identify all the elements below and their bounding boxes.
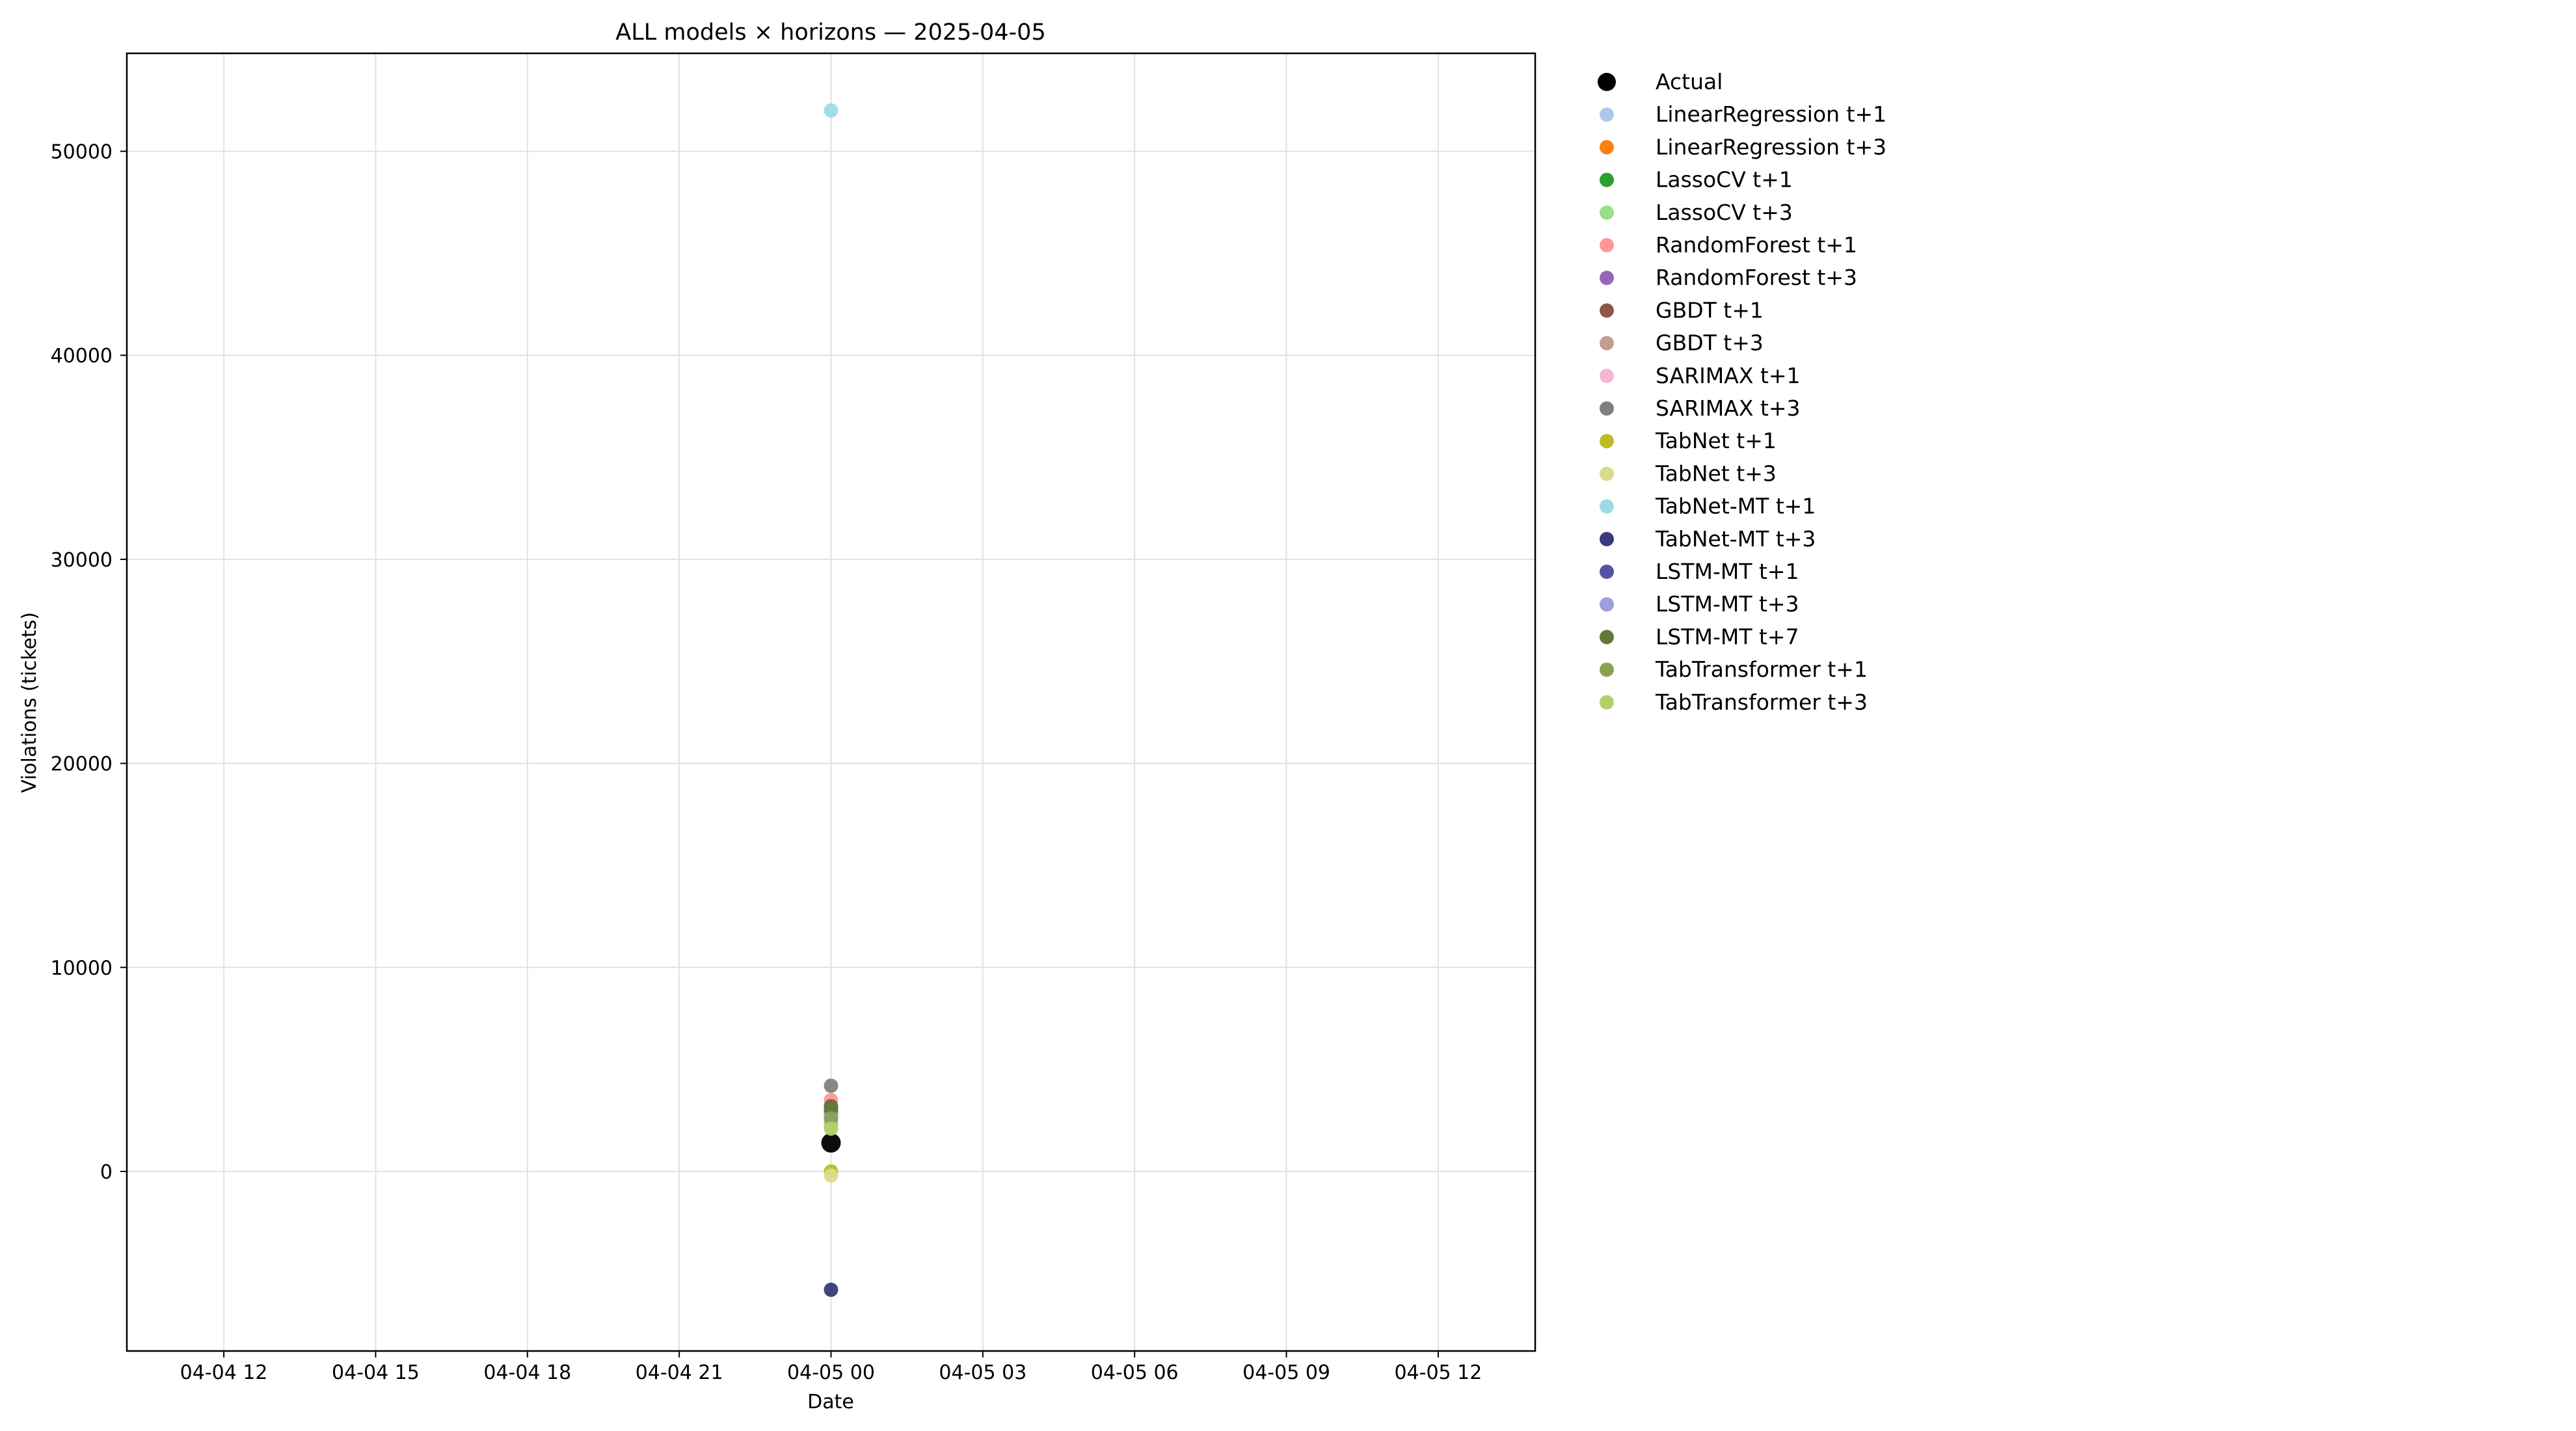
x-tick-label: 04-04 18 <box>483 1361 571 1384</box>
y-tick-label: 30000 <box>51 549 113 572</box>
legend-marker <box>1600 434 1614 449</box>
legend-marker <box>1600 140 1614 155</box>
x-tick-label: 04-05 09 <box>1242 1361 1330 1384</box>
y-tick-label: 0 <box>100 1161 113 1184</box>
legend-label: LSTM-MT t+3 <box>1656 591 1799 617</box>
legend-marker <box>1600 303 1614 318</box>
legend-label: Actual <box>1656 69 1723 94</box>
x-axis-label: Date <box>807 1391 854 1413</box>
legend-marker <box>1600 565 1614 579</box>
y-tick-label: 50000 <box>51 141 113 164</box>
legend: Actual LinearRegression t+1 LinearRegressi… <box>1598 69 1886 715</box>
legend-label: GBDT t+3 <box>1656 330 1764 356</box>
legend-marker <box>1600 695 1614 710</box>
legend-label: LinearRegression t+3 <box>1656 134 1886 159</box>
legend-label: TabNet t+1 <box>1655 428 1777 453</box>
data-point <box>824 1282 839 1297</box>
x-tick-label: 04-04 12 <box>180 1361 268 1384</box>
legend-marker <box>1600 107 1614 122</box>
legend-label: LinearRegression t+1 <box>1656 101 1886 127</box>
x-tick-label: 04-05 06 <box>1091 1361 1179 1384</box>
legend-label: LSTM-MT t+1 <box>1656 559 1799 584</box>
data-point <box>821 1133 841 1153</box>
legend-marker <box>1600 401 1614 416</box>
grid <box>127 53 1535 1351</box>
legend-label: LassoCV t+1 <box>1656 167 1793 193</box>
chart-title: ALL models × horizons — 2025-04-05 <box>615 20 1045 46</box>
legend-label: SARIMAX t+1 <box>1656 363 1801 388</box>
x-tick-label: 04-05 00 <box>787 1361 875 1384</box>
legend-marker <box>1600 466 1614 481</box>
data-point <box>824 1111 839 1126</box>
data-point <box>824 1078 839 1093</box>
y-tick-label: 20000 <box>51 753 113 776</box>
data-point <box>824 1168 839 1183</box>
y-tick-label: 40000 <box>51 345 113 368</box>
y-axis-label: Violations (tickets) <box>18 612 41 793</box>
data-points <box>821 103 841 1297</box>
legend-marker <box>1600 597 1614 612</box>
axis-ticks: 04-04 12 04-04 15 04-04 18 04-04 21 04-05 00… <box>51 141 1483 1384</box>
legend-label: RandomForest t+3 <box>1656 265 1857 290</box>
legend-label: TabNet-MT t+3 <box>1655 526 1816 552</box>
legend-marker <box>1600 499 1614 514</box>
legend-marker <box>1600 336 1614 351</box>
legend-label: GBDT t+1 <box>1656 297 1764 323</box>
legend-label: LassoCV t+3 <box>1656 200 1793 225</box>
data-point <box>824 1101 839 1116</box>
data-point <box>824 103 839 118</box>
y-tick-label: 10000 <box>51 957 113 980</box>
legend-marker <box>1600 531 1614 546</box>
x-tick-label: 04-04 21 <box>636 1361 723 1384</box>
legend-label: LSTM-MT t+7 <box>1656 624 1799 649</box>
data-point <box>824 1121 839 1136</box>
legend-label: TabNet t+3 <box>1655 461 1777 486</box>
x-tick-label: 04-05 12 <box>1394 1361 1482 1384</box>
legend-marker <box>1600 630 1614 645</box>
legend-label: RandomForest t+1 <box>1656 232 1857 258</box>
legend-label: TabTransformer t+3 <box>1655 689 1868 715</box>
legend-marker <box>1600 271 1614 286</box>
legend-marker <box>1600 662 1614 677</box>
legend-label: TabTransformer t+1 <box>1655 657 1868 682</box>
legend-marker <box>1600 368 1614 383</box>
legend-marker <box>1600 172 1614 187</box>
legend-label: TabNet-MT t+1 <box>1655 494 1816 519</box>
legend-marker <box>1598 73 1616 91</box>
legend-marker <box>1600 205 1614 220</box>
x-tick-label: 04-04 15 <box>332 1361 420 1384</box>
x-tick-label: 04-05 03 <box>939 1361 1026 1384</box>
legend-label: SARIMAX t+3 <box>1656 395 1801 421</box>
legend-marker <box>1600 238 1614 252</box>
